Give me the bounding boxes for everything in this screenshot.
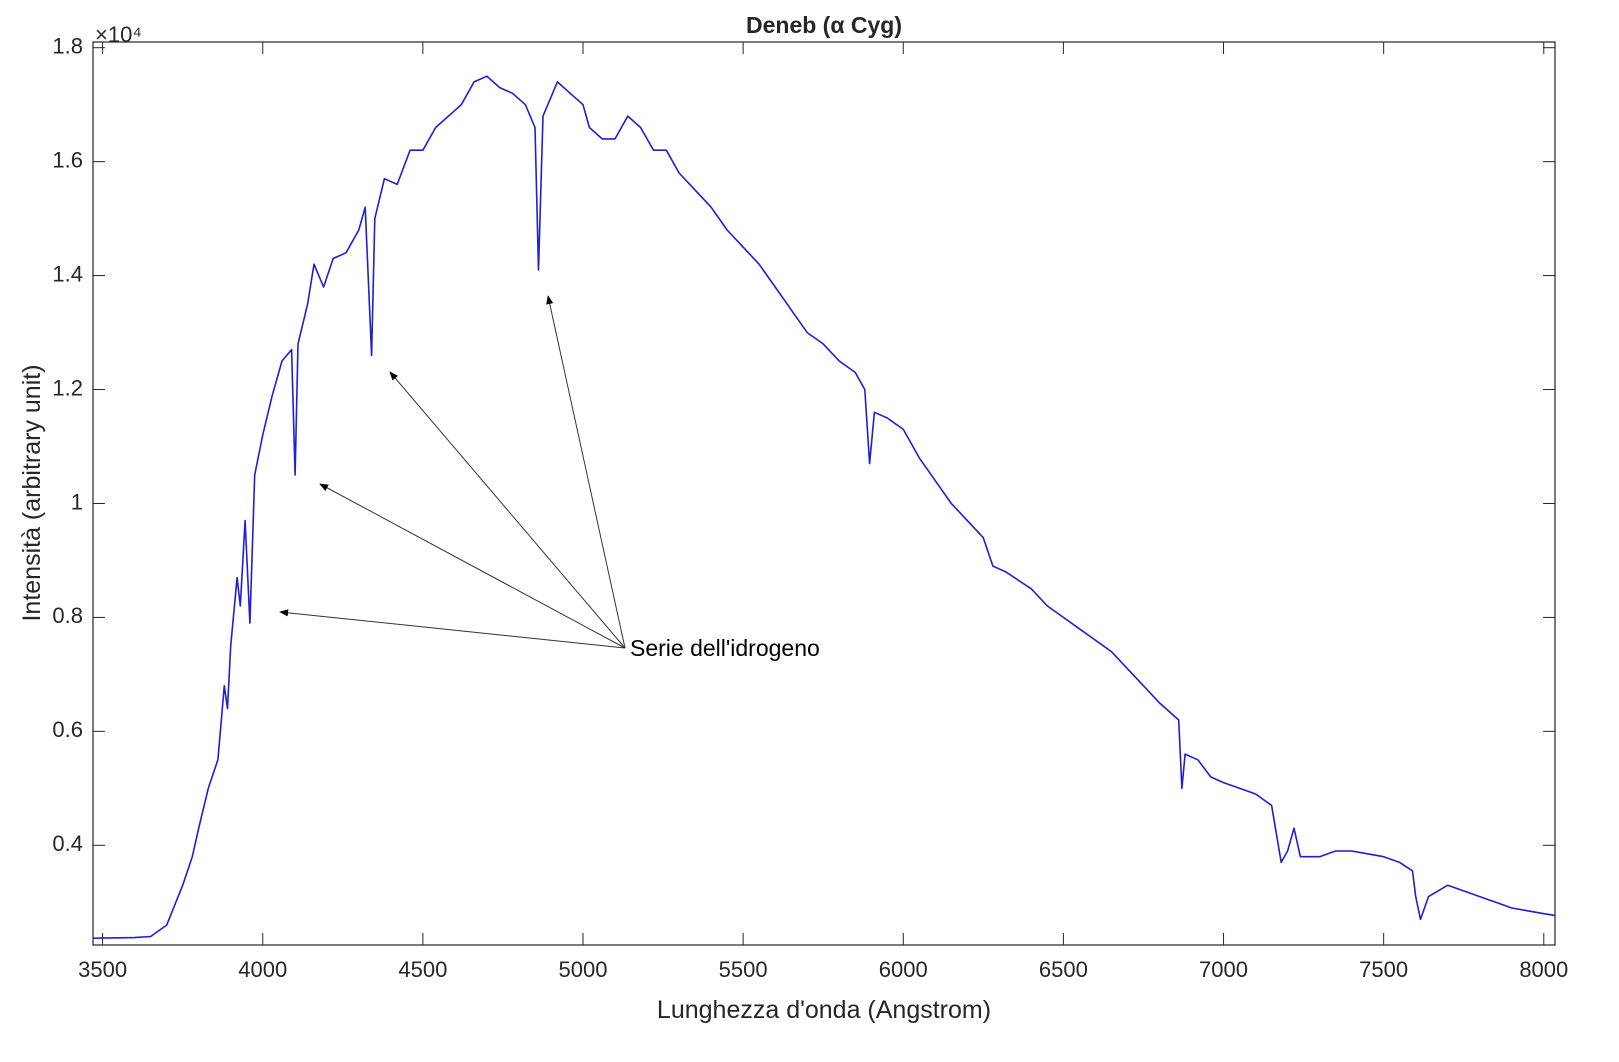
- chart-title: Deneb (α Cyg): [746, 12, 902, 38]
- arrow: [279, 609, 626, 649]
- y-tick-label: 1.8: [52, 34, 83, 59]
- arrow: [389, 371, 626, 649]
- x-axis-label: Lunghezza d'onda (Angstrom): [657, 996, 991, 1024]
- x-tick-label: 4500: [398, 957, 447, 982]
- y-tick-label: 1: [71, 489, 83, 514]
- y-tick-label: 0.8: [52, 603, 83, 628]
- x-tick-label: 5000: [559, 957, 608, 982]
- annotation-arrows: [279, 295, 626, 649]
- y-tick-label: 1.6: [52, 147, 83, 172]
- annotation: Serie dell'idrogeno: [630, 635, 820, 661]
- x-tick-label: 7500: [1359, 957, 1408, 982]
- y-axis-label: Intensità (arbitrary unit): [18, 364, 46, 621]
- x-tick-label: 5500: [719, 957, 768, 982]
- y-multiplier: ×10⁴: [95, 22, 142, 47]
- x-tick-label: 4000: [238, 957, 287, 982]
- x-tick-label: 3500: [78, 957, 127, 982]
- y-tick-label: 1.2: [52, 375, 83, 400]
- x-tick-label: 7000: [1199, 957, 1248, 982]
- plot-frame: [92, 41, 1556, 946]
- y-tick-label: 0.6: [52, 717, 83, 742]
- x-tick-label: 8000: [1519, 957, 1568, 982]
- y-tick-label: 0.4: [52, 831, 83, 856]
- spectrum-line: [92, 75, 1556, 939]
- arrow: [546, 295, 626, 649]
- x-tick-label: 6500: [1039, 957, 1088, 982]
- arrow: [319, 483, 626, 649]
- y-tick-label: 1.4: [52, 261, 83, 286]
- x-tick-label: 6000: [879, 957, 928, 982]
